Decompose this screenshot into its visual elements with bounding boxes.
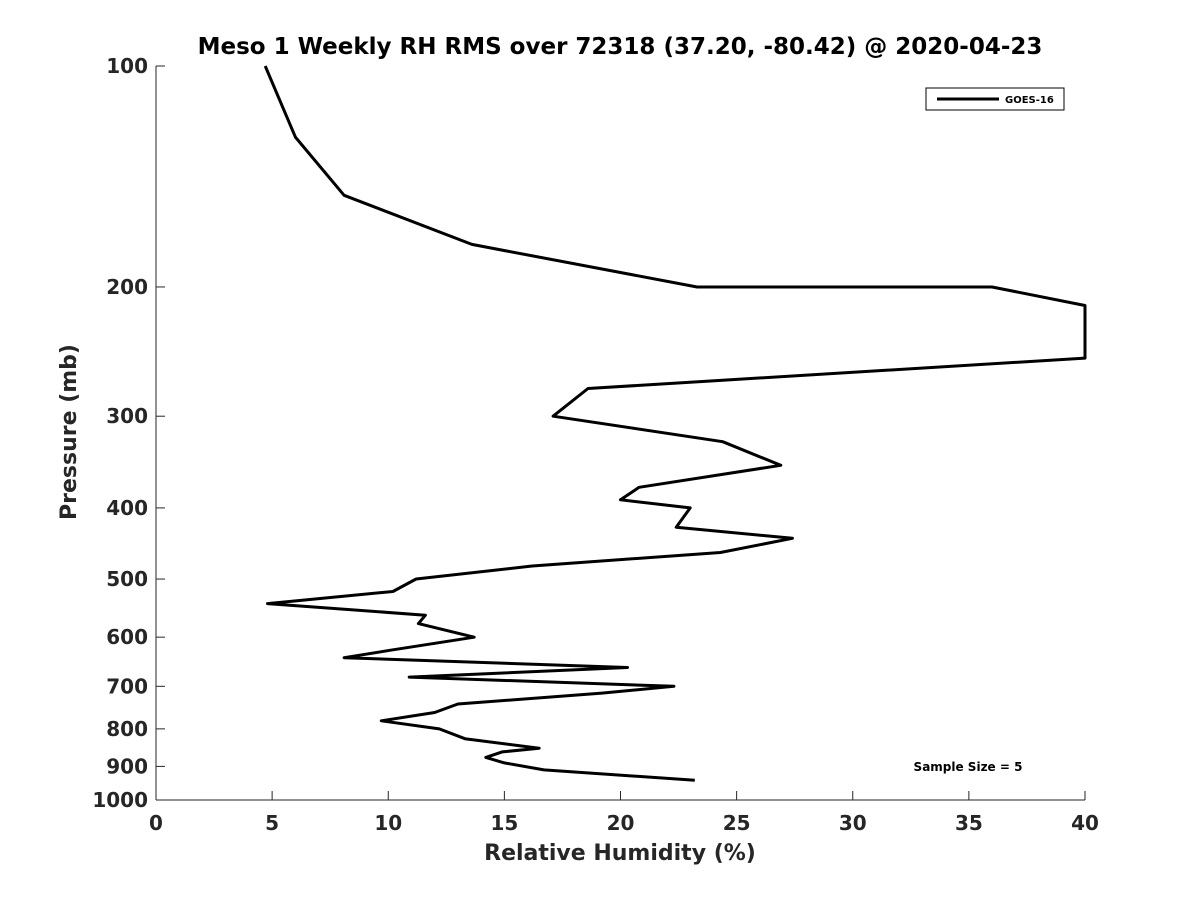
y-tick-label: 500 <box>106 567 148 591</box>
y-tick-label: 600 <box>106 625 148 649</box>
axes <box>155 65 1086 801</box>
tick-labels: 0 5 10 15 20 25 30 35 40 100 200 300 400 500 600 700 800… <box>92 54 1099 835</box>
x-tick-label: 30 <box>839 811 867 835</box>
legend: GOES-16 <box>925 87 1065 111</box>
y-tick-label: 400 <box>106 496 148 520</box>
x-tick-label: 15 <box>490 811 518 835</box>
chart-title: Meso 1 Weekly RH RMS over 72318 (37.20, … <box>198 34 1043 60</box>
y-tick-label: 300 <box>106 404 148 428</box>
y-tick-label: 900 <box>106 754 148 778</box>
y-tick-label: 800 <box>106 717 148 741</box>
series-lines <box>263 65 1087 782</box>
x-tick-label: 20 <box>607 811 635 835</box>
y-tick-label: 200 <box>106 275 148 299</box>
y-tick-label: 700 <box>106 674 148 698</box>
x-tick-label: 0 <box>149 811 163 835</box>
y-tick-label: 1000 <box>92 788 148 812</box>
y-axis-label: Pressure (mb) <box>57 344 82 520</box>
sample-size-annotation: Sample Size = 5 <box>914 760 1023 774</box>
x-tick-label: 10 <box>374 811 402 835</box>
x-tick-label: 5 <box>265 811 279 835</box>
x-tick-label: 25 <box>723 811 751 835</box>
x-tick-label: 35 <box>955 811 983 835</box>
x-tick-label: 40 <box>1071 811 1099 835</box>
series-line-goes-16 <box>263 65 1087 782</box>
legend-label: GOES-16 <box>1005 95 1054 106</box>
x-axis-label: Relative Humidity (%) <box>484 841 756 866</box>
y-tick-label: 100 <box>106 54 148 78</box>
